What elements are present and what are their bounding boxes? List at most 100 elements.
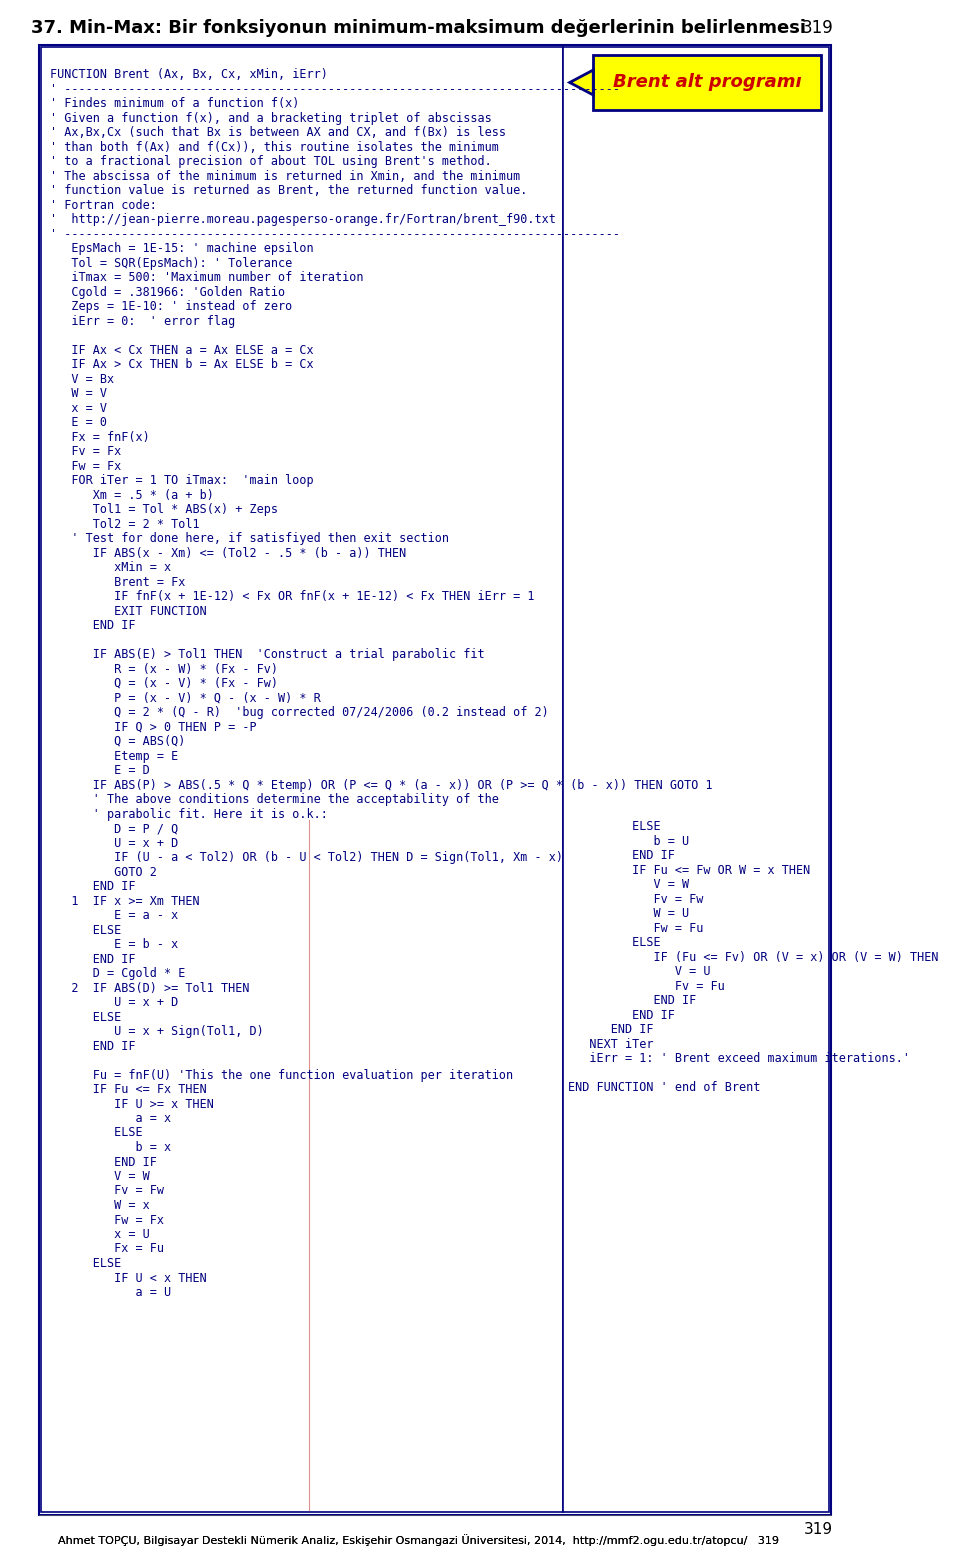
Text: ELSE: ELSE [50, 1011, 121, 1024]
Text: END IF: END IF [50, 1039, 135, 1053]
Text: iErr = 1: ' Brent exceed maximum iterations.': iErr = 1: ' Brent exceed maximum iterati… [568, 1052, 910, 1066]
Text: Fv = Fu: Fv = Fu [568, 980, 725, 992]
Text: W = x: W = x [50, 1200, 149, 1212]
Text: IF ABS(E) > Tol1 THEN  'Construct a trial parabolic fit: IF ABS(E) > Tol1 THEN 'Construct a trial… [50, 648, 484, 661]
Text: END IF: END IF [568, 994, 696, 1006]
Text: Cgold = .381966: 'Golden Ratio: Cgold = .381966: 'Golden Ratio [50, 285, 285, 299]
Text: IF Ax > Cx THEN b = Ax ELSE b = Cx: IF Ax > Cx THEN b = Ax ELSE b = Cx [50, 358, 313, 371]
Text: FUNCTION Brent (Ax, Bx, Cx, xMin, iErr): FUNCTION Brent (Ax, Bx, Cx, xMin, iErr) [50, 69, 327, 81]
Text: IF U < x THEN: IF U < x THEN [50, 1271, 206, 1284]
Text: END IF: END IF [568, 849, 675, 862]
Text: Q = ABS(Q): Q = ABS(Q) [50, 735, 185, 748]
Text: ' Fortran code:: ' Fortran code: [50, 198, 156, 212]
Text: END IF: END IF [568, 1024, 654, 1036]
Text: ELSE: ELSE [50, 924, 121, 936]
FancyBboxPatch shape [563, 47, 828, 1511]
Text: FOR iTer = 1 TO iTmax:  'main loop: FOR iTer = 1 TO iTmax: 'main loop [50, 474, 313, 488]
Text: x = U: x = U [50, 1228, 149, 1242]
Text: D = P / Q: D = P / Q [50, 823, 178, 835]
Text: Fx = fnF(x): Fx = fnF(x) [50, 430, 149, 444]
Text: END IF: END IF [50, 1156, 156, 1168]
Text: ELSE: ELSE [568, 936, 660, 949]
Text: U = x + Sign(Tol1, D): U = x + Sign(Tol1, D) [50, 1025, 263, 1038]
Text: Xm = .5 * (a + b): Xm = .5 * (a + b) [50, 489, 213, 502]
Text: ' function value is returned as Brent, the returned function value.: ' function value is returned as Brent, t… [50, 184, 527, 196]
Text: 2  IF ABS(D) >= Tol1 THEN: 2 IF ABS(D) >= Tol1 THEN [50, 982, 249, 994]
Text: Fv = Fx: Fv = Fx [50, 446, 121, 458]
Text: IF Ax < Cx THEN a = Ax ELSE a = Cx: IF Ax < Cx THEN a = Ax ELSE a = Cx [50, 343, 313, 357]
FancyBboxPatch shape [41, 47, 563, 1511]
Text: E = 0: E = 0 [50, 416, 107, 428]
Text: '  http://jean-pierre.moreau.pagesperso-orange.fr/Fortran/brent_f90.txt: ' http://jean-pierre.moreau.pagesperso-o… [50, 213, 556, 226]
Text: END IF: END IF [568, 1008, 675, 1022]
Text: xMin = x: xMin = x [50, 561, 171, 573]
Text: b = x: b = x [50, 1140, 171, 1154]
Text: U = x + D: U = x + D [50, 996, 178, 1010]
Text: Zeps = 1E-10: ' instead of zero: Zeps = 1E-10: ' instead of zero [50, 301, 292, 313]
Text: GOTO 2: GOTO 2 [50, 866, 156, 879]
Text: Brent = Fx: Brent = Fx [50, 575, 185, 589]
Text: Ahmet TOPÇU, Bilgisayar Destekli Nümerik Analiz, Eskişehir Osmangazi Üniversites: Ahmet TOPÇU, Bilgisayar Destekli Nümerik… [58, 1535, 779, 1546]
Text: a = x: a = x [50, 1112, 171, 1125]
Text: ELSE: ELSE [50, 1257, 121, 1270]
Text: IF (Fu <= Fv) OR (V = x) OR (V = W) THEN: IF (Fu <= Fv) OR (V = x) OR (V = W) THEN [568, 950, 939, 963]
Text: V = Bx: V = Bx [50, 372, 113, 385]
Text: U = x + D: U = x + D [50, 837, 178, 849]
Text: ' The abscissa of the minimum is returned in Xmin, and the minimum: ' The abscissa of the minimum is returne… [50, 170, 519, 182]
Text: ' Findes minimum of a function f(x): ' Findes minimum of a function f(x) [50, 97, 299, 111]
Text: 1  IF x >= Xm THEN: 1 IF x >= Xm THEN [50, 894, 199, 907]
Text: W = U: W = U [568, 907, 689, 921]
FancyBboxPatch shape [39, 45, 830, 1514]
FancyBboxPatch shape [593, 55, 821, 111]
Text: ' The above conditions determine the acceptability of the: ' The above conditions determine the acc… [50, 793, 498, 805]
Text: IF Fu <= Fx THEN: IF Fu <= Fx THEN [50, 1083, 206, 1095]
Text: Fv = Fw: Fv = Fw [568, 893, 704, 905]
Text: EXIT FUNCTION: EXIT FUNCTION [50, 605, 206, 617]
Text: ' ------------------------------------------------------------------------------: ' --------------------------------------… [50, 227, 619, 240]
Text: ' Given a function f(x), and a bracketing triplet of abscissas: ' Given a function f(x), and a bracketin… [50, 112, 492, 125]
Text: END FUNCTION ' end of Brent: END FUNCTION ' end of Brent [568, 1081, 760, 1094]
Text: ' ------------------------------------------------------------------------------: ' --------------------------------------… [50, 83, 619, 95]
Text: iErr = 0:  ' error flag: iErr = 0: ' error flag [50, 315, 235, 327]
Text: E = b - x: E = b - x [50, 938, 178, 950]
Text: Q = (x - V) * (Fx - Fw): Q = (x - V) * (Fx - Fw) [50, 678, 277, 690]
Text: END IF: END IF [50, 880, 135, 893]
Text: IF ABS(x - Xm) <= (Tol2 - .5 * (b - a)) THEN: IF ABS(x - Xm) <= (Tol2 - .5 * (b - a)) … [50, 547, 406, 559]
Text: ' to a fractional precision of about TOL using Brent's method.: ' to a fractional precision of about TOL… [50, 154, 492, 168]
Text: Tol = SQR(EpsMach): ' Tolerance: Tol = SQR(EpsMach): ' Tolerance [50, 257, 292, 270]
Text: Ahmet TOPÇU, Bilgisayar Destekli Nümerik Analiz, Eskişehir Osmangazi Üniversites: Ahmet TOPÇU, Bilgisayar Destekli Nümerik… [58, 1535, 779, 1546]
Text: Brent alt programı: Brent alt programı [612, 73, 802, 90]
Text: IF fnF(x + 1E-12) < Fx OR fnF(x + 1E-12) < Fx THEN iErr = 1: IF fnF(x + 1E-12) < Fx OR fnF(x + 1E-12)… [50, 590, 534, 603]
Text: ' Ax,Bx,Cx (such that Bx is between AX and CX, and f(Bx) is less: ' Ax,Bx,Cx (such that Bx is between AX a… [50, 126, 506, 139]
Text: IF (U - a < Tol2) OR (b - U < Tol2) THEN D = Sign(Tol1, Xm - x): IF (U - a < Tol2) OR (b - U < Tol2) THEN… [50, 851, 563, 865]
Text: E = D: E = D [50, 763, 149, 777]
Text: IF U >= x THEN: IF U >= x THEN [50, 1097, 213, 1111]
Text: V = W: V = W [50, 1170, 149, 1183]
Text: IF Q > 0 THEN P = -P: IF Q > 0 THEN P = -P [50, 720, 256, 734]
Text: EpsMach = 1E-15: ' machine epsilon: EpsMach = 1E-15: ' machine epsilon [50, 241, 313, 256]
Text: NEXT iTer: NEXT iTer [568, 1038, 654, 1050]
Text: 319: 319 [803, 19, 834, 37]
Text: x = V: x = V [50, 402, 107, 414]
Text: Tol2 = 2 * Tol1: Tol2 = 2 * Tol1 [50, 517, 199, 531]
Text: END IF: END IF [50, 952, 135, 966]
Text: ' than both f(Ax) and f(Cx)), this routine isolates the minimum: ' than both f(Ax) and f(Cx)), this routi… [50, 140, 498, 154]
Text: Etemp = E: Etemp = E [50, 749, 178, 762]
Text: Fu = fnF(U) 'This the one function evaluation per iteration: Fu = fnF(U) 'This the one function evalu… [50, 1069, 513, 1081]
Text: Fw = Fx: Fw = Fx [50, 460, 121, 472]
Text: Fv = Fw: Fv = Fw [50, 1184, 163, 1198]
Text: P = (x - V) * Q - (x - W) * R: P = (x - V) * Q - (x - W) * R [50, 692, 321, 704]
Text: E = a - x: E = a - x [50, 908, 178, 922]
Text: iTmax = 500: 'Maximum number of iteration: iTmax = 500: 'Maximum number of iteratio… [50, 271, 363, 284]
Text: Fx = Fu: Fx = Fu [50, 1242, 163, 1256]
Text: V = W: V = W [568, 879, 689, 891]
Text: b = U: b = U [568, 835, 689, 848]
Text: D = Cgold * E: D = Cgold * E [50, 968, 185, 980]
Text: Tol1 = Tol * ABS(x) + Zeps: Tol1 = Tol * ABS(x) + Zeps [50, 503, 277, 516]
Text: ' Test for done here, if satisfiyed then exit section: ' Test for done here, if satisfiyed then… [50, 531, 448, 545]
Text: Fw = Fx: Fw = Fx [50, 1214, 163, 1226]
Text: V = U: V = U [568, 964, 710, 978]
Text: IF ABS(P) > ABS(.5 * Q * Etemp) OR (P <= Q * (a - x)) OR (P >= Q * (b - x)) THEN: IF ABS(P) > ABS(.5 * Q * Etemp) OR (P <=… [50, 779, 712, 791]
Text: 319: 319 [804, 1522, 832, 1538]
Polygon shape [569, 70, 593, 95]
